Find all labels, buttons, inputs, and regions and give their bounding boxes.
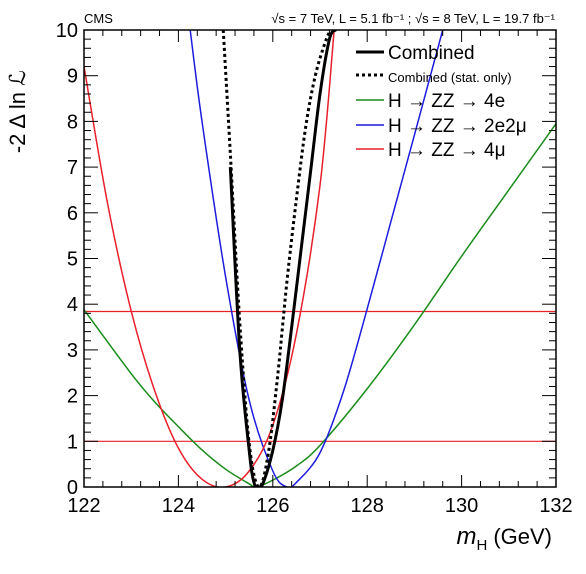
series-line-4 — [84, 30, 335, 487]
series-line-2 — [84, 123, 556, 487]
y-tick-label: 10 — [56, 20, 78, 42]
y-tick-label: 1 — [67, 431, 78, 453]
x-tick-label: 124 — [162, 495, 195, 517]
y-tick-label: 5 — [67, 249, 78, 271]
y-tick-label: 0 — [67, 477, 78, 499]
y-tick-label: 9 — [67, 66, 78, 88]
axis-tick-labels: 122 124 126 128 130 132 0 1 2 3 4 5 6 7 8 9 10 — [56, 20, 573, 517]
series-line-3 — [189, 30, 444, 487]
axis-ticks — [83, 29, 557, 488]
legend-label-3: H → ZZ → 2e2μ — [388, 116, 527, 137]
y-tick-label: 7 — [67, 157, 78, 179]
legend-label-0: Combined — [388, 43, 475, 64]
legend-label-1: Combined (stat. only) — [388, 70, 512, 85]
experiment-label: CMS — [84, 11, 113, 26]
y-tick-label: 6 — [67, 203, 78, 225]
y-tick-label: 4 — [67, 294, 78, 316]
legend-label-2: H → ZZ → 4e — [388, 91, 505, 112]
y-tick-label: 2 — [67, 386, 78, 408]
y-axis-title: -2 Δ ln ℒ — [5, 70, 30, 153]
x-tick-label: 130 — [445, 495, 478, 517]
x-tick-label: 126 — [256, 495, 289, 517]
x-tick-label: 128 — [351, 495, 384, 517]
confidence-level-lines — [84, 310, 556, 442]
series-line-1 — [221, 30, 332, 487]
y-tick-label: 8 — [67, 111, 78, 133]
x-tick-label: 122 — [67, 495, 100, 517]
x-axis-title: mH (GeV) — [456, 523, 552, 554]
series-line-0 — [228, 30, 337, 487]
likelihood-curves — [84, 30, 556, 487]
x-tick-label: 132 — [539, 495, 572, 517]
y-tick-label: 3 — [67, 340, 78, 362]
legend: Combined Combined (stat. only) H → ZZ → 4e… — [356, 43, 527, 161]
energy-luminosity-label: √s = 7 TeV, L = 5.1 fb⁻¹ ; √s = 8 TeV, L… — [271, 11, 555, 26]
legend-label-4: H → ZZ → 4μ — [388, 140, 506, 161]
